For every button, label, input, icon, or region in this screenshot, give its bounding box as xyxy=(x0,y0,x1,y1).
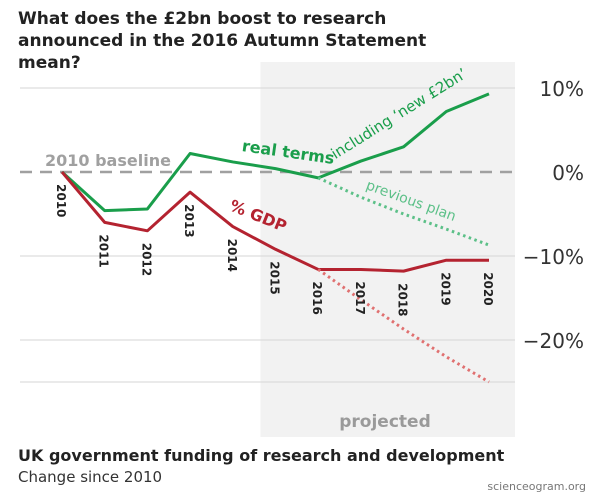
projected-region xyxy=(260,62,515,437)
footer-subtitle: Change since 2010 xyxy=(18,468,163,486)
y-tick-label: 10% xyxy=(540,77,584,101)
baseline-label: 2010 baseline xyxy=(45,151,171,170)
footer-title: UK government funding of research and de… xyxy=(18,446,505,465)
x-tick-label: 2013 xyxy=(182,204,196,237)
y-axis-tick-labels: 10% 0% −10% −20% xyxy=(523,77,584,353)
x-tick-label: 2010 xyxy=(54,184,68,217)
x-tick-label: 2014 xyxy=(225,239,239,272)
series-line xyxy=(317,176,490,247)
gridlines xyxy=(20,87,515,383)
x-tick-label: 2012 xyxy=(139,243,153,276)
x-tick-label: 2016 xyxy=(310,281,324,314)
x-tick-label: 2015 xyxy=(268,261,282,294)
x-tick-label: 2017 xyxy=(353,281,367,314)
x-tick-label: 2020 xyxy=(481,272,495,305)
credit-text: scienceogram.org xyxy=(487,480,586,493)
y-tick-label: 0% xyxy=(552,161,584,185)
chart-title: What does the £2bn boost to research ann… xyxy=(18,9,427,73)
y-tick-label: −20% xyxy=(523,329,584,353)
x-axis-tick-labels: 2010 2011 2012 2013 2014 2015 2016 2017 2018 2019… xyxy=(54,184,495,317)
projected-label: projected xyxy=(339,412,431,432)
y-tick-label: −10% xyxy=(523,245,584,269)
x-tick-label: 2019 xyxy=(438,272,452,305)
x-tick-label: 2011 xyxy=(97,234,111,267)
x-tick-label: 2018 xyxy=(396,283,410,316)
series-lines xyxy=(60,92,490,384)
